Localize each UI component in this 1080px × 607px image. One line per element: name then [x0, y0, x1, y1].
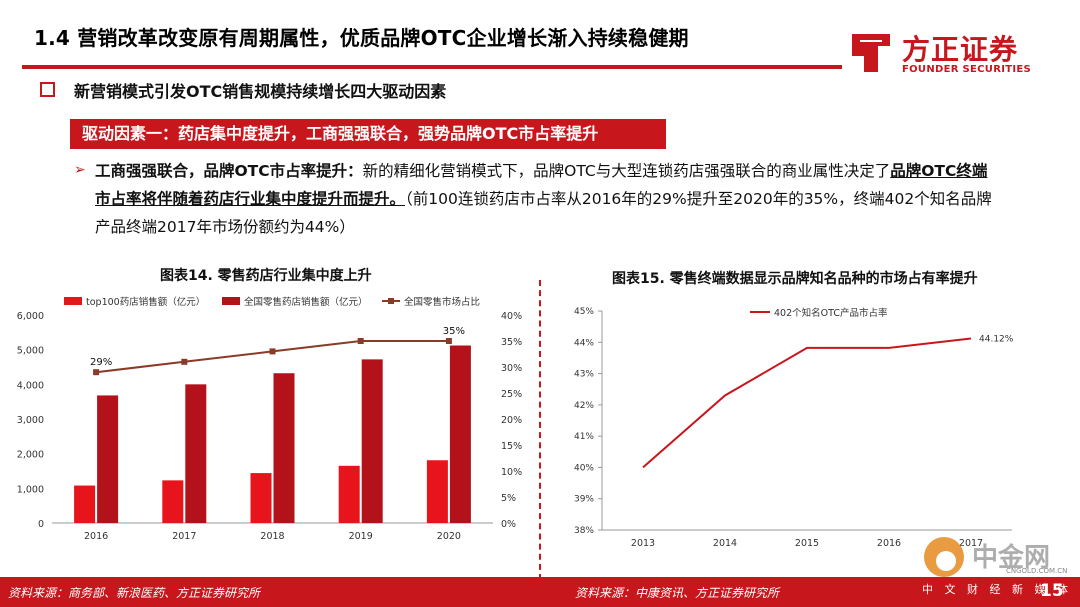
- paragraph-lead: 工商强强联合，品牌OTC市占率提升：: [95, 162, 363, 180]
- x-tick-label: 2017: [172, 531, 196, 542]
- right-tick-label: 30%: [501, 363, 522, 374]
- x-tick-label: 2013: [631, 538, 655, 549]
- watermark-en: CNGOLD.COM.CN: [1006, 567, 1068, 575]
- watermark: 中金网 CNGOLD.COM.CN 中 文 财 经 新 媒 体: [922, 533, 1072, 603]
- bar-top100: [74, 485, 96, 523]
- legend-swatch-marker: [388, 298, 394, 304]
- left-tick-label: 4,000: [17, 380, 44, 391]
- bar-national: [361, 359, 383, 523]
- bar-national: [97, 395, 119, 523]
- right-tick-label: 15%: [501, 441, 522, 452]
- left-tick-label: 2,000: [17, 450, 44, 461]
- bar-national: [185, 384, 207, 523]
- y-tick-label: 41%: [574, 432, 594, 442]
- legend-label: 全国零售药店销售额（亿元）: [244, 296, 368, 308]
- y-tick-label: 44%: [574, 338, 594, 348]
- right-tick-label: 40%: [501, 311, 522, 322]
- share-line: [642, 337, 972, 469]
- right-tick-label: 5%: [501, 493, 516, 504]
- legend-label: top100药店销售额（亿元）: [86, 296, 205, 308]
- x-tick-label: 2019: [349, 531, 373, 542]
- logo-text-cn: 方正证券: [902, 33, 1019, 66]
- bar-top100: [250, 473, 272, 523]
- right-tick-label: 0%: [501, 519, 516, 530]
- y-tick-label: 38%: [574, 526, 594, 536]
- footer-bar: 资料来源：商务部、新浪医药、方正证券研究所 资料来源：中康资讯、方正证券研究所: [0, 577, 1080, 607]
- share-point: [181, 358, 188, 365]
- y-tick-label: 45%: [574, 307, 594, 317]
- share-point: [93, 369, 100, 376]
- logo-text-en: FOUNDER SECURITIES: [902, 64, 1032, 75]
- right-tick-label: 35%: [501, 337, 522, 348]
- x-tick-label: 2020: [437, 531, 461, 542]
- page-number: 15: [1040, 581, 1064, 601]
- share-point: [269, 348, 276, 355]
- paragraph-emphasis: 品牌OTC终端市占率将伴随着药店行业集中度提升而提升。: [95, 162, 988, 208]
- bar-top100: [162, 480, 184, 523]
- right-tick-label: 20%: [501, 415, 522, 426]
- section-square-icon: [40, 82, 55, 97]
- body-paragraph: 工商强强联合，品牌OTC市占率提升：新的精细化营销模式下，品牌OTC与大型连锁药…: [95, 157, 995, 241]
- bar-national: [273, 373, 295, 523]
- legend-label: 全国零售市场占比: [404, 296, 480, 308]
- driver-banner: 驱动因素一：药店集中度提升，工商强强联合，强势品牌OTC市占率提升: [70, 119, 666, 149]
- page-title: 1.4 营销改革改变原有周期属性，优质品牌OTC企业增长渐入持续稳健期: [34, 26, 689, 50]
- chart14-title: 图表14. 零售药店行业集中度上升: [160, 268, 372, 284]
- legend-swatch: [64, 297, 82, 305]
- share-data-label: 29%: [90, 357, 112, 368]
- title-underline: [22, 65, 842, 69]
- founder-logo: 方正证券 FOUNDER SECURITIES: [848, 28, 1058, 80]
- share-line: [95, 340, 449, 374]
- founder-logo-icon: [852, 34, 890, 72]
- y-tick-label: 43%: [574, 370, 594, 380]
- y-tick-label: 39%: [574, 495, 594, 505]
- left-tick-label: 3,000: [17, 415, 44, 426]
- x-tick-label: 2016: [877, 538, 901, 549]
- share-point: [445, 338, 452, 344]
- footer-source-left: 资料来源：商务部、新浪医药、方正证券研究所: [8, 586, 261, 600]
- bar-top100: [426, 460, 448, 523]
- paragraph-body2: （前100连锁药店市占率从2016年的29%提升至2020年的35%，终端402…: [95, 190, 992, 236]
- x-tick-label: 2014: [713, 538, 737, 549]
- legend-swatch: [222, 297, 240, 305]
- watermark-sub: 中 文 财 经 新 媒 体: [922, 583, 1072, 596]
- paragraph-body1: 新的精细化营销模式下，品牌OTC与大型连锁药店强强联合的商业属性决定了: [362, 162, 891, 180]
- x-tick-label: 2018: [260, 531, 284, 542]
- bar-national: [449, 345, 471, 523]
- left-tick-label: 1,000: [17, 484, 44, 495]
- right-tick-label: 10%: [501, 467, 522, 478]
- share-point: [357, 338, 364, 344]
- x-tick-label: 2017: [959, 538, 983, 549]
- chart15-plot: 38% 39% 40% 41% 42% 43% 44% 45% 2013 2014 2015 2016…: [574, 307, 1014, 549]
- legend-label: 402个知名OTC产品市占率: [774, 307, 888, 319]
- chart-divider: [539, 280, 541, 580]
- watermark-cn: 中金网: [972, 543, 1051, 573]
- left-tick-label: 0: [38, 519, 44, 530]
- share-data-label: 44.12%: [979, 335, 1014, 345]
- left-tick-label: 6,000: [17, 311, 44, 322]
- bar-top100: [338, 465, 360, 523]
- y-tick-label: 40%: [574, 463, 594, 473]
- chart14-plot: 0 1,000 2,000 3,000 4,000 5,000 6,000 0% 5% 10% 15…: [17, 296, 522, 542]
- left-tick-label: 5,000: [17, 346, 44, 357]
- bullet-arrow-icon: ➢: [74, 162, 86, 178]
- watermark-logo-icon: [924, 537, 964, 577]
- right-tick-label: 25%: [501, 389, 522, 400]
- section-title: 新营销模式引发OTC销售规模持续增长四大驱动因素: [74, 82, 447, 101]
- y-tick-label: 42%: [574, 401, 594, 411]
- x-tick-label: 2016: [84, 531, 108, 542]
- share-data-label: 35%: [443, 326, 465, 337]
- chart15-title: 图表15. 零售终端数据显示品牌知名品种的市场占有率提升: [612, 271, 978, 287]
- footer-source-right: 资料来源：中康资讯、方正证券研究所: [575, 586, 780, 600]
- x-tick-label: 2015: [795, 538, 819, 549]
